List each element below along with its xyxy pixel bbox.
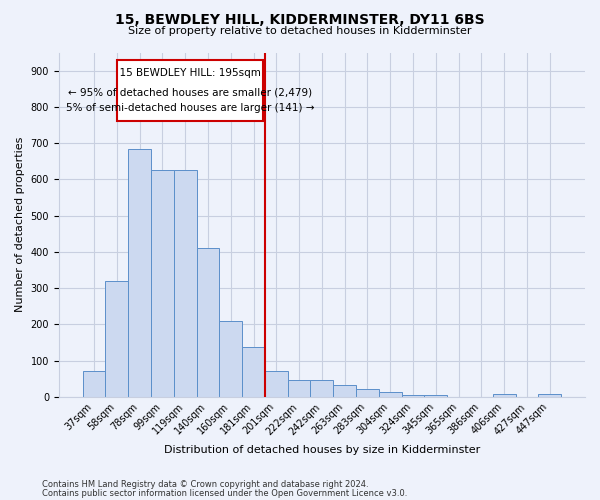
Bar	[288, 380, 310, 397]
X-axis label: Distribution of detached houses by size in Kidderminster: Distribution of detached houses by size …	[164, 445, 480, 455]
Text: 5% of semi-detached houses are larger (141) →: 5% of semi-detached houses are larger (1…	[65, 104, 314, 114]
Bar	[538, 394, 561, 397]
Text: Contains HM Land Registry data © Crown copyright and database right 2024.: Contains HM Land Registry data © Crown c…	[42, 480, 368, 489]
Bar	[333, 385, 356, 397]
Bar	[493, 394, 515, 397]
Text: ← 95% of detached houses are smaller (2,479): ← 95% of detached houses are smaller (2,…	[68, 88, 312, 98]
Bar	[197, 248, 220, 397]
Bar	[106, 281, 128, 397]
Text: 15, BEWDLEY HILL, KIDDERMINSTER, DY11 6BS: 15, BEWDLEY HILL, KIDDERMINSTER, DY11 6B…	[115, 12, 485, 26]
Y-axis label: Number of detached properties: Number of detached properties	[15, 137, 25, 312]
Text: Size of property relative to detached houses in Kidderminster: Size of property relative to detached ho…	[128, 26, 472, 36]
Bar	[220, 320, 242, 397]
Bar	[401, 395, 424, 397]
Text: Contains public sector information licensed under the Open Government Licence v3: Contains public sector information licen…	[42, 489, 407, 498]
Bar	[379, 392, 401, 397]
Bar	[242, 347, 265, 397]
Text: 15 BEWDLEY HILL: 195sqm: 15 BEWDLEY HILL: 195sqm	[113, 68, 267, 78]
Bar	[128, 148, 151, 397]
Bar	[174, 170, 197, 397]
FancyBboxPatch shape	[117, 60, 263, 122]
Bar	[83, 372, 106, 397]
Bar	[151, 170, 174, 397]
Bar	[310, 380, 333, 397]
Bar	[356, 389, 379, 397]
Bar	[265, 372, 288, 397]
Bar	[424, 395, 447, 397]
